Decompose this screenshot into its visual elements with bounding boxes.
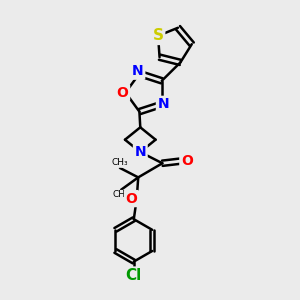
Text: S: S — [153, 28, 164, 43]
Text: N: N — [134, 145, 146, 159]
Text: O: O — [117, 85, 129, 100]
Text: N: N — [132, 64, 144, 78]
Text: O: O — [125, 192, 137, 206]
Text: Cl: Cl — [126, 268, 142, 283]
Text: N: N — [158, 98, 169, 111]
Text: CH₃: CH₃ — [111, 158, 128, 167]
Text: CH₃: CH₃ — [112, 190, 129, 199]
Text: O: O — [181, 154, 193, 168]
